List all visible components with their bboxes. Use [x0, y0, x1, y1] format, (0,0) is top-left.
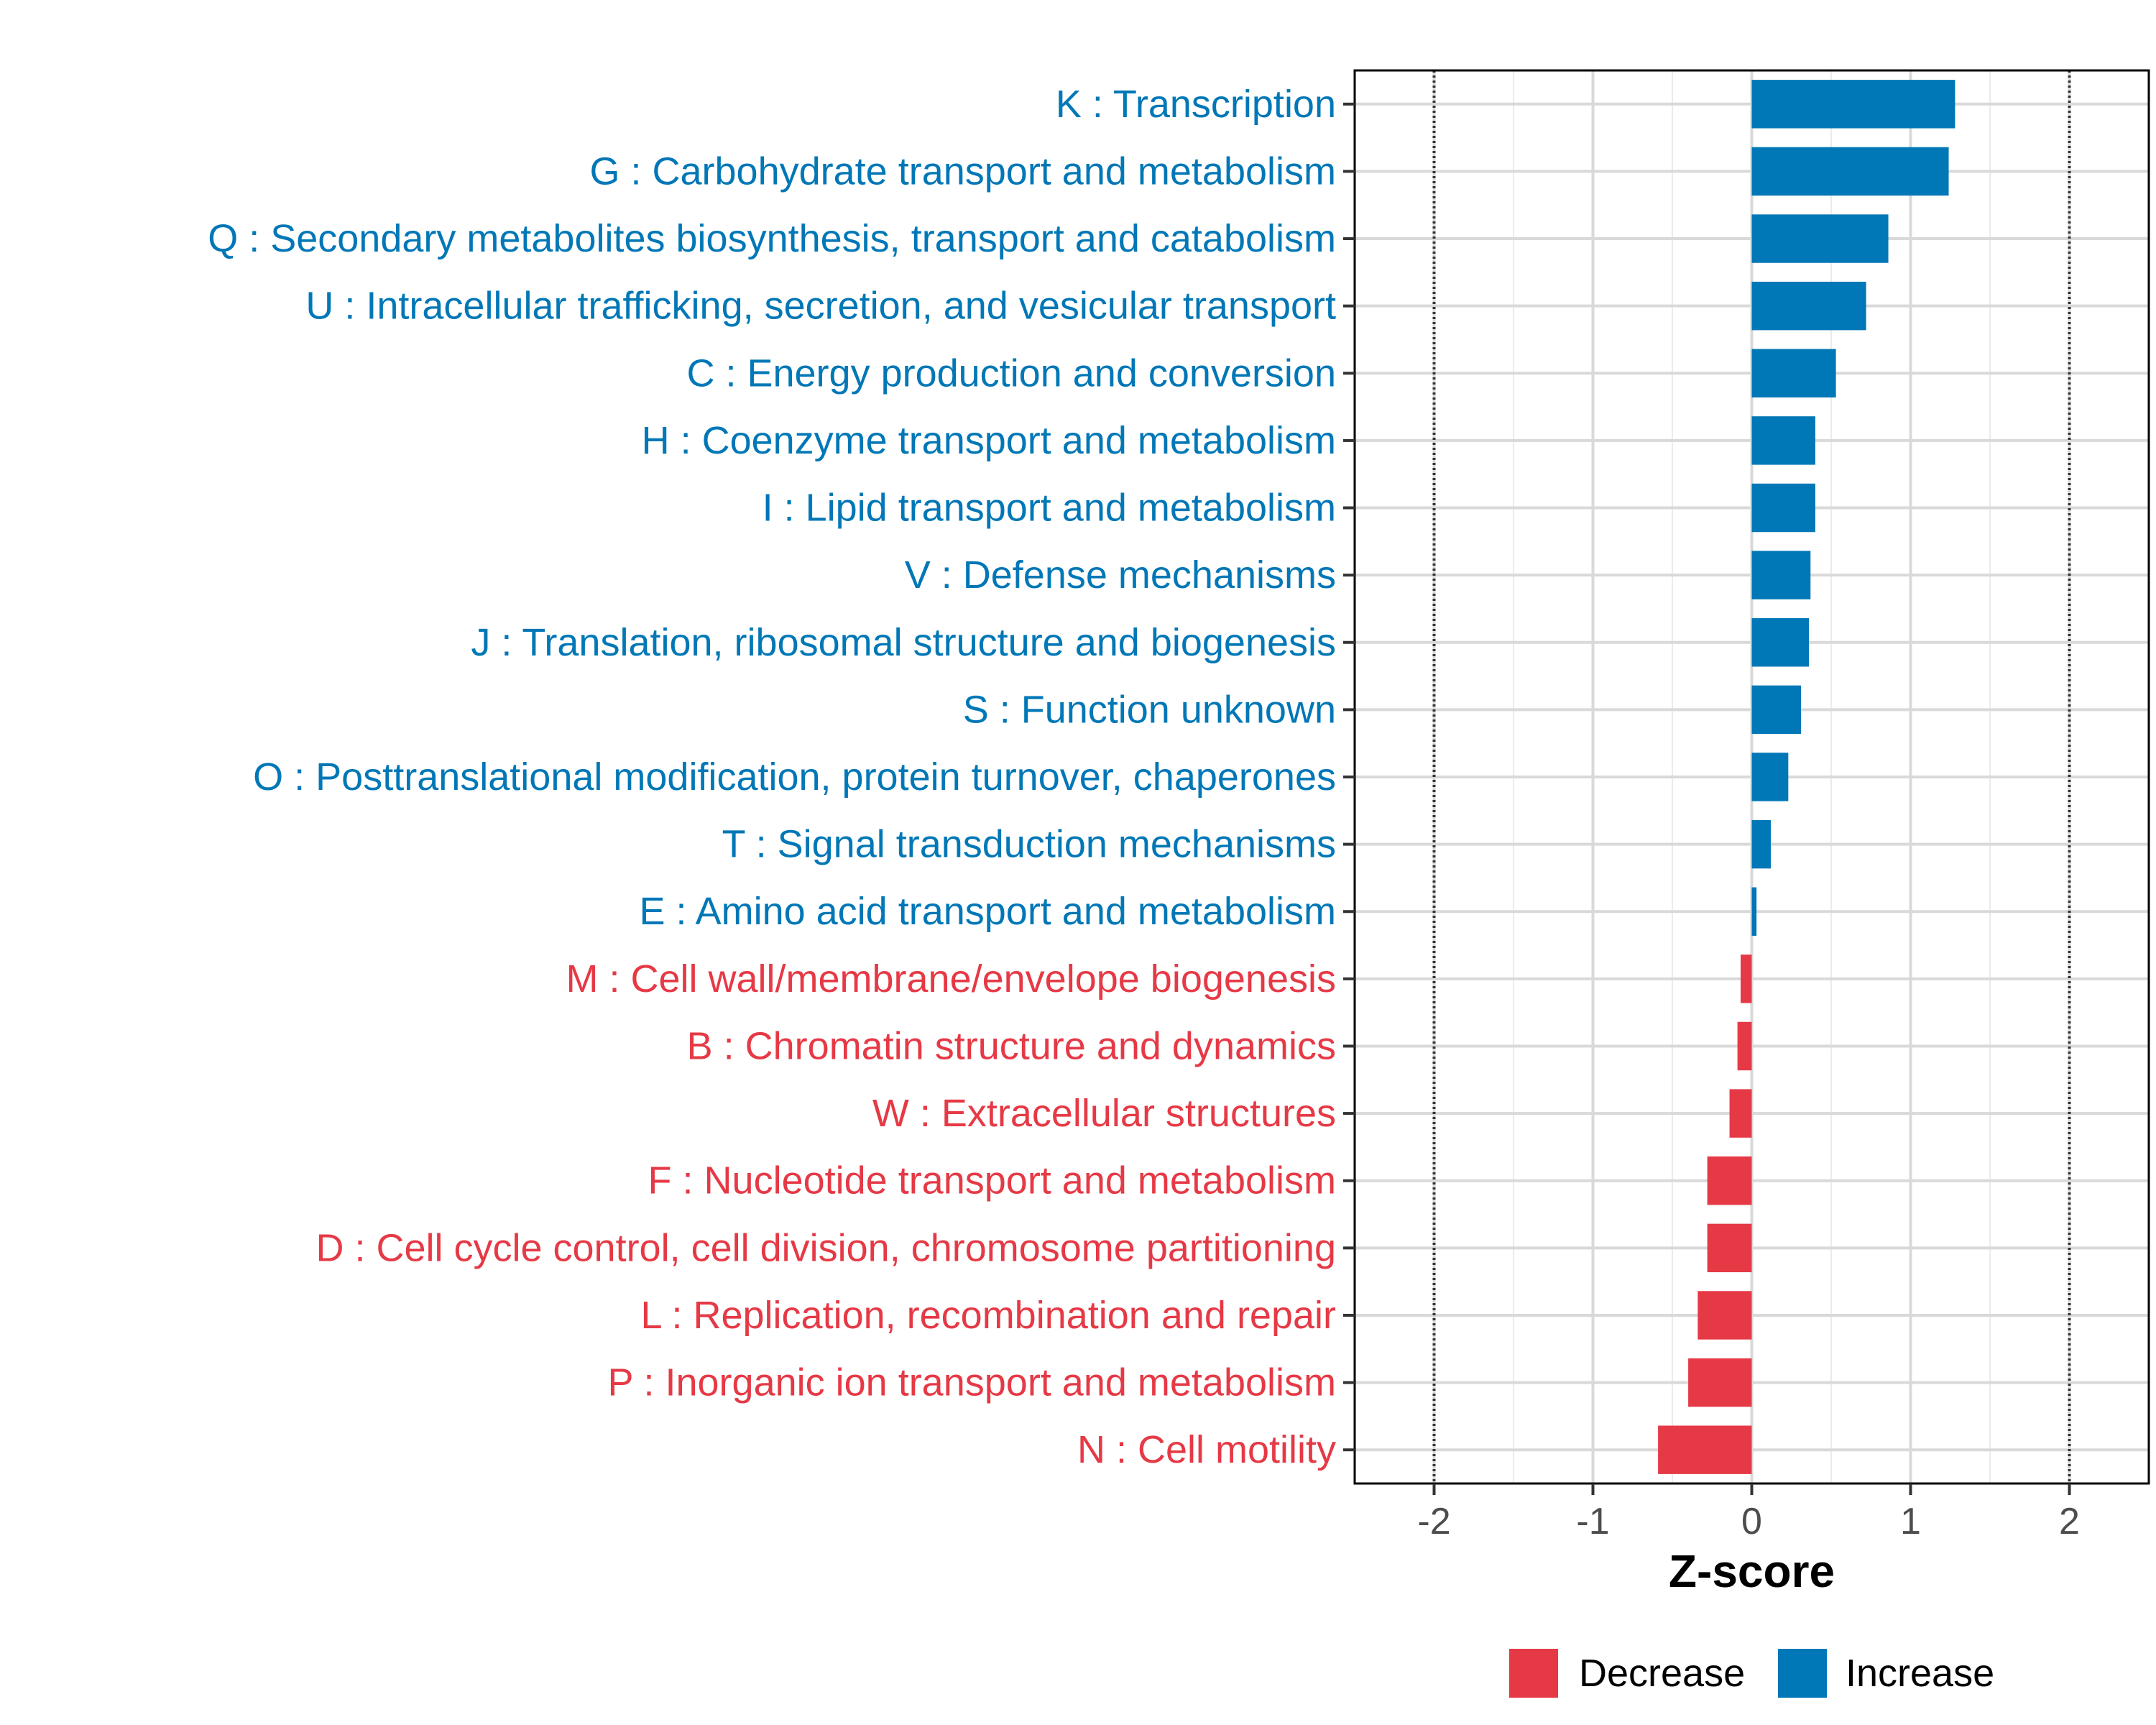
y-tick-label: O : Posttranslational modification, prot…	[253, 755, 1336, 799]
y-tick-label: V : Defense mechanisms	[905, 553, 1336, 597]
bar-n	[1658, 1425, 1752, 1474]
y-tick-label: L : Replication, recombination and repai…	[640, 1294, 1336, 1337]
y-tick-label: T : Signal transduction mechanisms	[722, 823, 1336, 866]
legend-key-increase	[1778, 1649, 1827, 1698]
y-tick-label: K : Transcription	[1056, 83, 1336, 126]
bar-h	[1751, 416, 1815, 465]
y-tick-label: P : Inorganic ion transport and metaboli…	[607, 1361, 1336, 1404]
y-tick-label: Q : Secondary metabolites biosynthesis, …	[208, 217, 1336, 260]
y-tick-label: J : Translation, ribosomal structure and…	[471, 621, 1336, 664]
x-tick-label: -2	[1417, 1501, 1450, 1542]
bar-o	[1751, 753, 1789, 801]
legend: Decrease Increase	[1509, 1649, 1994, 1698]
bar-i	[1751, 483, 1815, 533]
bar-f	[1707, 1156, 1752, 1205]
bar-t	[1751, 819, 1772, 869]
bar-l	[1697, 1291, 1752, 1340]
y-tick-label: I : Lipid transport and metabolism	[763, 487, 1336, 530]
bar-u	[1751, 281, 1866, 331]
x-tick-label: 1	[1900, 1501, 1921, 1542]
y-tick-label: B : Chromatin structure and dynamics	[687, 1024, 1336, 1067]
x-axis-title: Z-score	[1669, 1545, 1835, 1597]
legend-label-increase: Increase	[1846, 1652, 1994, 1695]
bar-b	[1737, 1021, 1752, 1071]
bars	[1658, 80, 1955, 1474]
y-tick-label: U : Intracellular trafficking, secretion…	[305, 285, 1336, 328]
x-axis-ticks: -2 -1 0 1 2	[1417, 1484, 2080, 1542]
y-tick-label: H : Coenzyme transport and metabolism	[642, 419, 1336, 462]
bar-j	[1751, 618, 1810, 667]
bar-m	[1741, 954, 1752, 1003]
bar-v	[1751, 551, 1811, 599]
bar-g	[1751, 147, 1949, 196]
y-tick-label: S : Function unknown	[963, 688, 1336, 731]
legend-key-decrease	[1509, 1649, 1558, 1698]
y-tick-label: F : Nucleotide transport and metabolism	[648, 1159, 1336, 1202]
bar-q	[1751, 214, 1889, 263]
x-tick-label: -1	[1576, 1501, 1609, 1542]
y-tick-label: M : Cell wall/membrane/envelope biogenes…	[566, 957, 1336, 1000]
bar-d	[1707, 1223, 1752, 1273]
bar-p	[1688, 1358, 1752, 1407]
x-tick-label: 2	[2059, 1501, 2080, 1542]
bar-w	[1729, 1089, 1752, 1138]
bar-s	[1751, 685, 1802, 735]
y-tick-label: G : Carbohydrate transport and metabolis…	[590, 150, 1337, 193]
y-tick-label: W : Extracellular structures	[872, 1092, 1336, 1135]
y-tick-label: C : Energy production and conversion	[686, 351, 1336, 395]
bar-c	[1751, 349, 1836, 397]
x-tick-label: 0	[1741, 1501, 1762, 1542]
y-axis-ticks: K : Transcription G : Carbohydrate transp…	[208, 83, 1355, 1471]
reference-lines	[1432, 70, 2071, 1484]
y-tick-label: D : Cell cycle control, cell division, c…	[315, 1226, 1336, 1269]
bar-e	[1751, 887, 1757, 936]
y-tick-label: N : Cell motility	[1077, 1428, 1336, 1471]
legend-label-decrease: Decrease	[1579, 1652, 1745, 1695]
bar-k	[1751, 80, 1955, 129]
y-tick-label: E : Amino acid transport and metabolism	[640, 890, 1336, 933]
